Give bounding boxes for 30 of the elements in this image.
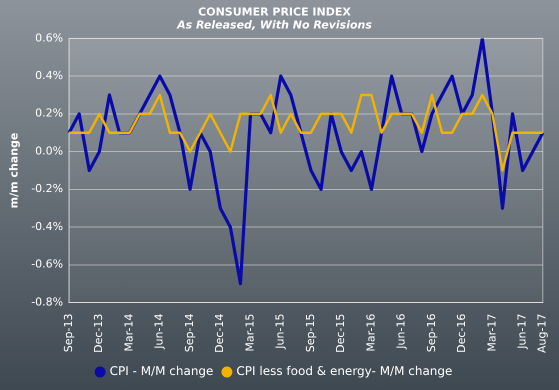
legend-label: CPI - M/M change xyxy=(110,364,214,378)
x-tick-label: Sep-16 xyxy=(424,314,438,352)
y-tick-label: -0.2% xyxy=(31,182,64,196)
x-tick-label: Dec-14 xyxy=(213,314,226,353)
x-tick-label: Mar-15 xyxy=(243,314,256,352)
x-tick-label: Mar-17 xyxy=(485,314,498,352)
y-tick-label: -0.4% xyxy=(31,220,64,233)
x-tick-label: Jun-16 xyxy=(394,314,408,350)
x-tick-label: Sep-13 xyxy=(62,314,75,352)
y-tick-label: 0.4% xyxy=(35,68,64,82)
y-tick-label: 0.0% xyxy=(35,144,64,158)
y-axis-title: m/m change xyxy=(7,132,20,208)
x-tick-label: Dec-15 xyxy=(334,314,348,353)
y-tick-label: -0.8% xyxy=(31,295,64,308)
x-tick-label: Sep-14 xyxy=(182,314,196,352)
y-tick-label: -0.6% xyxy=(31,258,64,271)
x-tick-label: Mar-16 xyxy=(364,314,378,352)
y-tick-label: 0.2% xyxy=(35,106,64,120)
x-tick-label: Jun-14 xyxy=(152,314,166,350)
x-tick-label: Aug-17 xyxy=(536,314,549,354)
x-tick-label: Dec-13 xyxy=(92,314,106,353)
chart-subtitle: As Released, With No Revisions xyxy=(176,18,372,32)
chart-title: CONSUMER PRICE INDEX xyxy=(198,5,352,18)
y-tick-label: 0.6% xyxy=(35,31,64,44)
x-tick-label: Mar-14 xyxy=(122,314,136,352)
legend-label: CPI less food & energy- M/M change xyxy=(236,364,452,378)
x-tick-label: Jun-15 xyxy=(274,314,287,350)
x-tick-label: Jun-17 xyxy=(516,314,529,350)
x-tick-label: Dec-16 xyxy=(455,314,468,353)
x-tick-label: Sep-15 xyxy=(304,314,317,352)
